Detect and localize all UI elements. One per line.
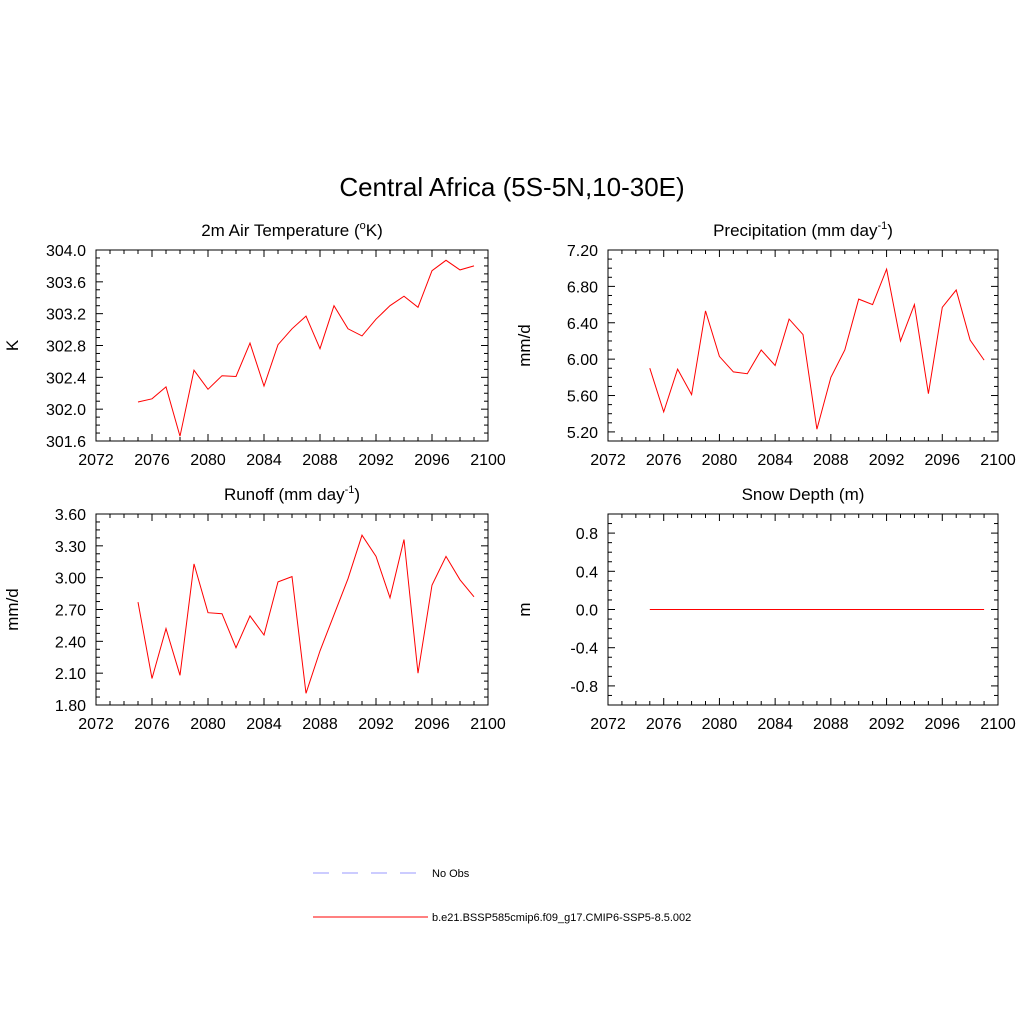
- x-tick-label: 2076: [134, 716, 170, 733]
- panel-title: Precipitation (mm day-1): [713, 220, 893, 240]
- panel-title-superscript: o: [360, 220, 366, 232]
- y-tick-label: -0.4: [570, 641, 598, 658]
- y-axis-label: K: [3, 339, 22, 351]
- y-tick-label: 0.0: [576, 603, 598, 620]
- x-tick-label: 2096: [924, 716, 960, 733]
- y-tick-label: 6.40: [567, 316, 598, 333]
- y-tick-label: 0.4: [576, 564, 598, 581]
- y-tick-label: 3.00: [55, 571, 86, 588]
- y-tick-label: 2.10: [55, 666, 86, 683]
- x-tick-label: 2072: [78, 452, 114, 469]
- y-tick-label: 2.40: [55, 634, 86, 651]
- y-tick-label: 302.0: [46, 402, 86, 419]
- panel-title-superscript: -1: [877, 220, 887, 232]
- chart-panel-2: 2072 2076 2080 2084 2088 2092 2096 2100 5.20 5.60…: [515, 220, 1016, 469]
- x-tick-label: 2084: [757, 452, 793, 469]
- y-tick-label: 2.70: [55, 603, 86, 620]
- panel-title-suffix: ): [354, 485, 360, 504]
- x-tick-label: 2088: [302, 452, 338, 469]
- x-tick-label: 2080: [702, 452, 738, 469]
- y-tick-label: 304.0: [46, 243, 86, 260]
- x-tick-label: 2100: [470, 716, 506, 733]
- panel-title-superscript: -1: [345, 484, 355, 496]
- panel-title-suffix: ): [887, 221, 893, 240]
- x-tick-label: 2088: [813, 716, 849, 733]
- x-tick-label: 2088: [302, 716, 338, 733]
- y-tick-label: 5.20: [567, 425, 598, 442]
- x-tick-label: 2096: [414, 716, 450, 733]
- x-tick-label: 2084: [246, 716, 282, 733]
- x-tick-label: 2100: [980, 716, 1016, 733]
- panels: 2072 2076 2080 2084 2088 2092 2096 2100 301.6 302…: [3, 220, 1016, 733]
- y-tick-label: 5.60: [567, 389, 598, 406]
- series-line-1: [137, 259, 475, 437]
- x-tick-label: 2080: [702, 716, 738, 733]
- panel-title-main: Snow Depth (m): [742, 485, 865, 504]
- y-tick-label: 3.60: [55, 507, 86, 524]
- panel-title-main: Runoff (mm day: [224, 485, 345, 504]
- legend-label-1: No Obs: [432, 868, 470, 880]
- x-tick-label: 2100: [470, 452, 506, 469]
- x-tick-label: 2092: [358, 452, 394, 469]
- y-axis-label: mm/d: [515, 324, 534, 367]
- y-tick-label: 301.6: [46, 434, 86, 451]
- y-tick-label: -0.8: [570, 679, 598, 696]
- legend: No Obs b.e21.BSSP585cmip6.f09_g17.CMIP6-S…: [313, 868, 691, 924]
- x-tick-label: 2080: [190, 716, 226, 733]
- panel-title: Runoff (mm day-1): [224, 484, 360, 504]
- panel-title-main: Precipitation (mm day: [713, 221, 878, 240]
- y-axis-label: m: [515, 602, 534, 616]
- panel-title: Snow Depth (m): [742, 485, 865, 504]
- y-tick-label: 0.8: [576, 526, 598, 543]
- y-tick-label: 302.4: [46, 370, 86, 387]
- x-tick-label: 2088: [813, 452, 849, 469]
- series-line-1: [649, 267, 985, 430]
- y-tick-label: 6.80: [567, 279, 598, 296]
- x-tick-label: 2084: [757, 716, 793, 733]
- y-tick-label: 3.30: [55, 539, 86, 556]
- y-tick-label: 303.6: [46, 275, 86, 292]
- x-tick-label: 2092: [358, 716, 394, 733]
- y-tick-label: 7.20: [567, 243, 598, 260]
- x-tick-label: 2072: [78, 716, 114, 733]
- x-tick-label: 2096: [924, 452, 960, 469]
- series-line-1: [137, 534, 475, 694]
- panel-title-suffix: K): [366, 221, 383, 240]
- y-tick-label: 303.2: [46, 307, 86, 324]
- legend-label-2: b.e21.BSSP585cmip6.f09_g17.CMIP6-SSP5-8.…: [432, 912, 691, 924]
- x-tick-label: 2100: [980, 452, 1016, 469]
- panel-title: 2m Air Temperature (oK): [201, 220, 383, 240]
- x-tick-label: 2072: [590, 452, 626, 469]
- x-tick-label: 2092: [869, 716, 905, 733]
- x-tick-label: 2076: [646, 716, 682, 733]
- figure-title: Central Africa (5S-5N,10-30E): [339, 172, 684, 202]
- x-tick-label: 2072: [590, 716, 626, 733]
- x-tick-label: 2092: [869, 452, 905, 469]
- panel-title-main: 2m Air Temperature (: [201, 221, 360, 240]
- plot-frame: [95, 513, 489, 706]
- x-tick-label: 2080: [190, 452, 226, 469]
- y-tick-label: 6.00: [567, 352, 598, 369]
- chart-panel-4: 2072 2076 2080 2084 2088 2092 2096 2100 -0.8 -0.4…: [515, 485, 1016, 733]
- y-tick-label: 302.8: [46, 339, 86, 356]
- x-tick-label: 2096: [414, 452, 450, 469]
- y-axis-label: mm/d: [3, 588, 22, 631]
- x-tick-label: 2084: [246, 452, 282, 469]
- x-tick-label: 2076: [646, 452, 682, 469]
- chart-panel-1: 2072 2076 2080 2084 2088 2092 2096 2100 301.6 302…: [3, 220, 506, 469]
- plot-frame: [607, 249, 999, 442]
- y-tick-label: 1.80: [55, 698, 86, 715]
- x-tick-label: 2076: [134, 452, 170, 469]
- chart-panel-3: 2072 2076 2080 2084 2088 2092 2096 2100 1.80 2.10…: [3, 484, 506, 733]
